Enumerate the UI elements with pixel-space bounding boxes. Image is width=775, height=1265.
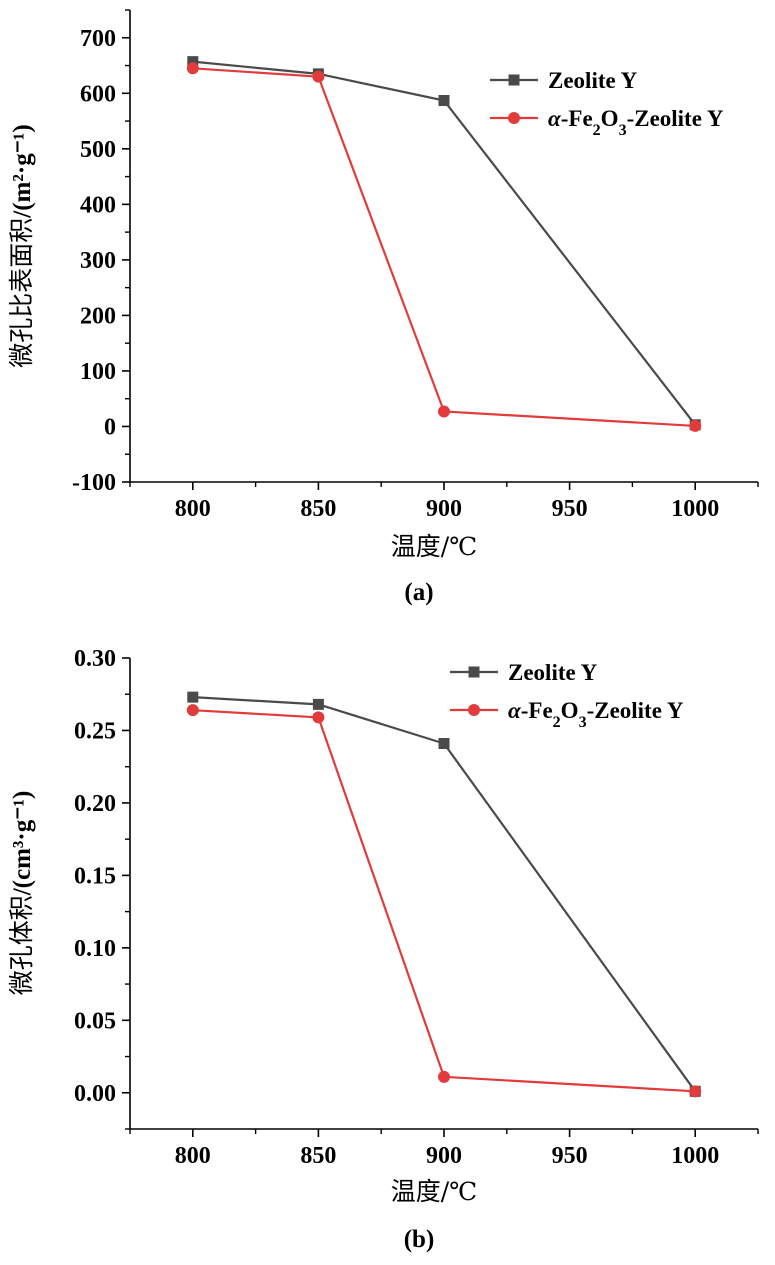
y-tick-label: 600 [80, 81, 116, 107]
x-tick-label: 950 [552, 1143, 588, 1169]
y-tick-label: 700 [80, 26, 116, 52]
y-axis-title: 微孔体积/(cm³·g⁻¹) [7, 791, 36, 996]
y-tick-label: 0.15 [74, 863, 116, 889]
y-tick-label: 100 [80, 359, 116, 385]
data-point-fe2o3-zeolite-y [312, 70, 325, 83]
series-line-fe2o3-zeolite-y [192, 709, 696, 1093]
chart-panel-b: 800 850 900 950 1000 0.00 0.05 0.10 0.15 0.20 0.25… [7, 646, 759, 1253]
data-point-fe2o3-zeolite-y [186, 62, 199, 75]
data-point-fe2o3-zeolite-y [438, 405, 450, 418]
legend-label: α-Fe2O3-Zeolite Y [548, 106, 724, 139]
x-tick-label: 900 [426, 1143, 462, 1169]
panel-label: (a) [404, 579, 433, 606]
x-tick-label: 900 [426, 496, 462, 522]
y-tick-label: 400 [80, 192, 116, 218]
data-point-zeolite-y [312, 698, 324, 710]
data-point-fe2o3-zeolite-y [438, 1070, 450, 1083]
x-tick-label: 850 [300, 1143, 336, 1169]
data-point-zeolite-y [438, 95, 450, 107]
data-point-fe2o3-zeolite-y [689, 419, 702, 432]
legend-marker [468, 666, 480, 678]
x-tick-label: 850 [300, 496, 336, 522]
series-line-zeolite-y [192, 60, 697, 426]
y-tick-label: 300 [80, 248, 116, 274]
x-axis-title: 温度/℃ [391, 532, 477, 561]
series-line-zeolite-y [192, 696, 697, 1092]
y-tick-label: 0.30 [74, 646, 116, 672]
chart-panel-a: 800 850 900 950 1000 -100 0 100 200 300 400 500 600 7… [7, 9, 759, 606]
data-point-zeolite-y [187, 56, 199, 68]
y-tick-label: -100 [72, 470, 116, 496]
legend-marker [468, 704, 480, 716]
legend-marker [508, 112, 520, 124]
legend-label: Zeolite Y [548, 68, 638, 93]
x-axis-title: 温度/℃ [391, 1177, 477, 1206]
x-tick-label: 800 [175, 1143, 211, 1169]
x-tick-label: 800 [175, 496, 211, 522]
y-tick-label: 0.25 [74, 718, 116, 744]
x-tick-label: 1000 [671, 1143, 719, 1169]
y-tick-label: 0 [104, 414, 116, 440]
legend-label: Zeolite Y [508, 660, 598, 685]
y-tick-label: 500 [80, 137, 116, 163]
x-tick-label: 950 [552, 496, 588, 522]
data-point-zeolite-y [187, 691, 199, 703]
y-tick-label: 0.05 [74, 1008, 116, 1034]
x-tick-label: 1000 [671, 496, 719, 522]
data-point-zeolite-y [438, 738, 450, 750]
legend-marker [508, 74, 520, 86]
y-tick-label: 0.00 [74, 1081, 116, 1107]
y-axis-title: 微孔比表面积/(m²·g⁻¹) [7, 124, 36, 367]
y-tick-label: 200 [80, 303, 116, 329]
y-tick-label: 0.20 [74, 791, 116, 817]
y-tick-label: 0.10 [74, 936, 116, 962]
data-point-fe2o3-zeolite-y [312, 711, 325, 724]
legend-label: α-Fe2O3-Zeolite Y [508, 698, 684, 731]
panel-label: (b) [404, 1226, 435, 1253]
data-point-fe2o3-zeolite-y [186, 704, 199, 717]
data-point-fe2o3-zeolite-y [689, 1085, 702, 1098]
series-line-fe2o3-zeolite-y [192, 67, 696, 428]
